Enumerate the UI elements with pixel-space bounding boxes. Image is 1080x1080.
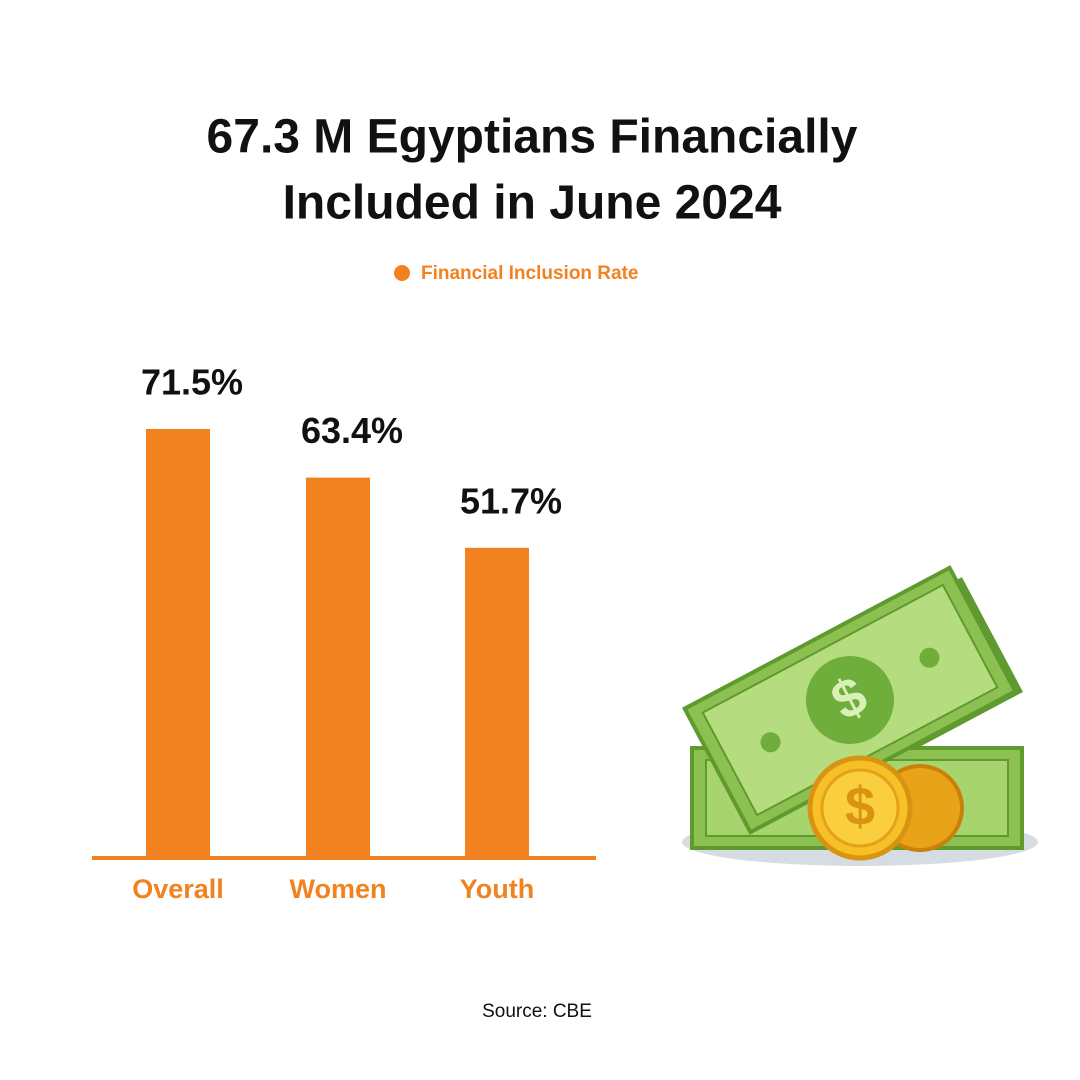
chart-title: 67.3 M Egyptians Financially <box>207 111 858 164</box>
bar <box>306 477 370 858</box>
value-label: 63.4% <box>301 410 403 451</box>
value-label: 71.5% <box>141 362 243 403</box>
legend-label: Financial Inclusion Rate <box>421 263 639 284</box>
money-illustration: $ $ <box>681 565 1038 866</box>
svg-text:$: $ <box>845 776 875 836</box>
bar <box>465 547 529 858</box>
chart-title: Included in June 2024 <box>283 177 782 230</box>
bar <box>146 429 210 858</box>
x-tick-label: Overall <box>132 874 224 904</box>
source: Source: CBE <box>482 1001 592 1022</box>
value-label: 51.7% <box>460 480 562 521</box>
x-tick-label: Women <box>289 874 386 904</box>
legend-marker <box>394 265 410 281</box>
x-tick-label: Youth <box>460 874 534 904</box>
